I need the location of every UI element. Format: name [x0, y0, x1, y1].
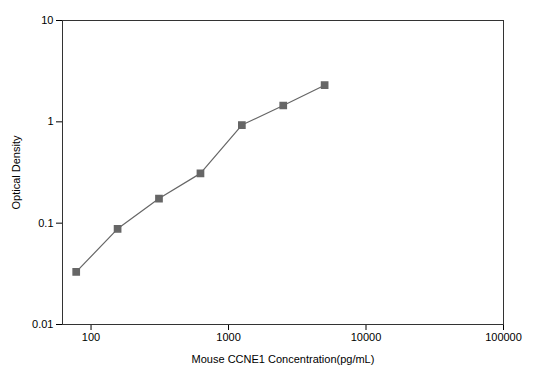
svg-text:Optical Density: Optical Density [10, 135, 22, 209]
svg-text:0.1: 0.1 [38, 217, 53, 229]
svg-text:0.01: 0.01 [32, 318, 53, 330]
svg-text:10000: 10000 [351, 331, 382, 343]
svg-text:Mouse CCNE1 Concentration(pg/m: Mouse CCNE1 Concentration(pg/mL) [192, 353, 375, 365]
svg-text:100000: 100000 [485, 331, 522, 343]
svg-text:1000: 1000 [216, 331, 240, 343]
svg-text:1: 1 [47, 115, 53, 127]
svg-text:100: 100 [82, 331, 100, 343]
svg-text:10: 10 [41, 14, 53, 26]
